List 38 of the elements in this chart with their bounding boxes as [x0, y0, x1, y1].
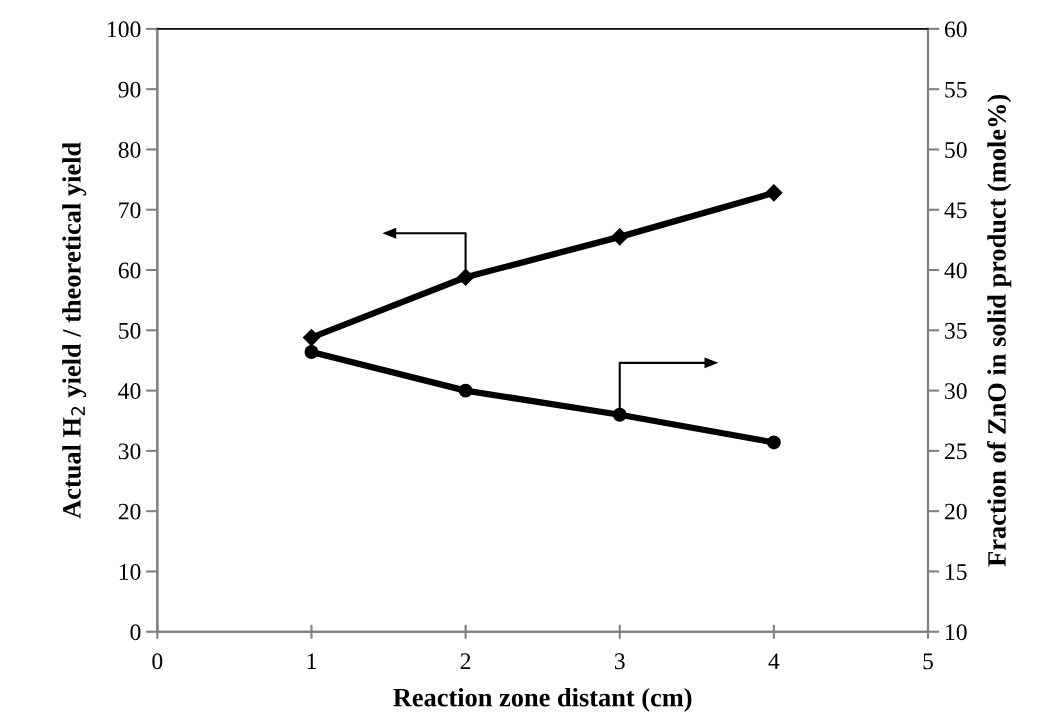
x-tick-label: 1 — [307, 653, 316, 669]
y2-axis-title: Fraction of ZnO in solid product (mole%) — [987, 94, 1012, 567]
y2-tick-label: 40 — [944, 262, 967, 279]
y2-tick-label: 45 — [944, 202, 967, 219]
y2-tick-label: 60 — [944, 21, 967, 38]
y-tick-label: 30 — [118, 443, 141, 460]
y-tick-label: 20 — [118, 503, 141, 520]
y2-tick-label: 50 — [945, 141, 967, 158]
y-tick-label: 50 — [119, 322, 141, 339]
point — [458, 383, 473, 398]
y-tick-label: 60 — [118, 262, 141, 279]
x-axis-title: Reaction zone distant (cm) — [393, 687, 692, 712]
y2-tick-label: 55 — [945, 81, 967, 98]
x-tick-label: 0 — [152, 653, 163, 670]
y-tick-label: 0 — [130, 624, 141, 641]
point — [766, 435, 781, 450]
x-tick-label: 5 — [923, 653, 933, 670]
y2-tick-label: 25 — [945, 443, 967, 460]
point — [765, 184, 783, 202]
y-tick-label: 70 — [119, 202, 141, 219]
y2-tick-label: 35 — [945, 322, 967, 339]
x-tick-label: 3 — [614, 653, 625, 670]
y-tick-label: 80 — [118, 141, 141, 158]
point — [611, 228, 629, 246]
point — [304, 345, 319, 359]
point — [302, 328, 321, 347]
y-tick-label: 90 — [118, 81, 141, 98]
x-tick-label: 4 — [768, 653, 780, 669]
y-axis-title: Actual H$_{2}$ yield / theoretical yield — [62, 142, 87, 519]
y2-tick-label: 10 — [946, 624, 967, 641]
y2-tick-label: 30 — [945, 383, 967, 400]
y2-tick-label: 15 — [946, 564, 967, 580]
y-tick-label: 40 — [118, 383, 141, 400]
y2-tick-label: 20 — [945, 503, 967, 520]
y-tick-label: 100 — [108, 21, 141, 38]
x-tick-label: 2 — [460, 653, 471, 669]
y-tick-label: 10 — [119, 563, 141, 580]
point — [457, 268, 475, 286]
